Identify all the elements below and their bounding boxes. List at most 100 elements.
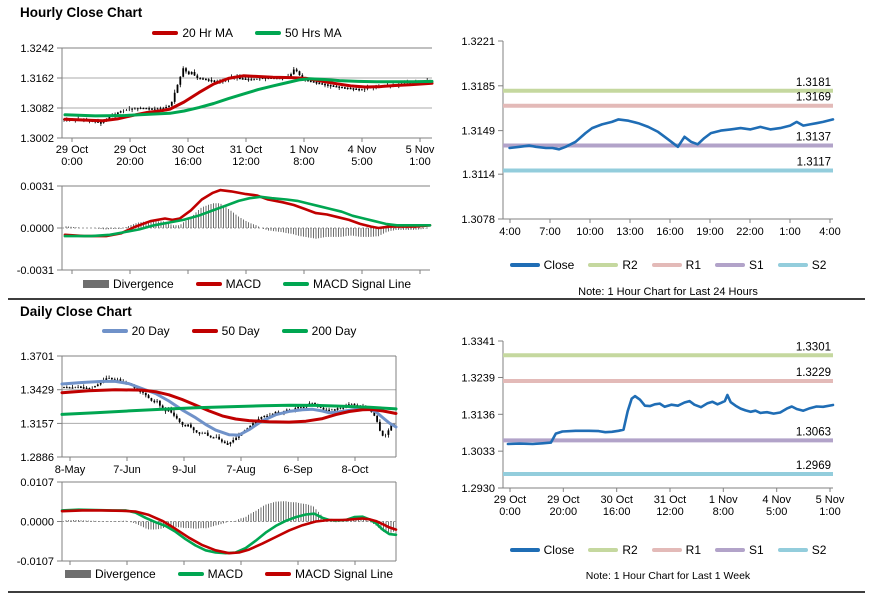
svg-text:1.3181: 1.3181: [796, 77, 831, 89]
svg-text:6-Sep: 6-Sep: [283, 464, 312, 476]
close-swatch: [509, 263, 540, 267]
svg-text:1.3341: 1.3341: [461, 336, 495, 348]
svg-text:1.3169: 1.3169: [796, 92, 831, 104]
svg-text:1.3137: 1.3137: [796, 132, 831, 144]
svg-text:5 Nov: 5 Nov: [816, 494, 845, 506]
legend-label: 50 Day: [221, 324, 260, 338]
svg-text:1.3242: 1.3242: [20, 43, 54, 55]
legend-item-macd-signal: MACD Signal Line: [265, 567, 393, 581]
legend-item-r1: R1: [651, 543, 701, 557]
daily-pivot-note: Note: 1 Hour Chart for Last 1 Week: [585, 570, 751, 582]
hourly-pivot-chart: 1.3221 1.3185 1.3149 1.3114 1.3078 4:00 7:00 10…: [461, 36, 840, 238]
svg-text:13:00: 13:00: [616, 226, 644, 238]
legend-label: S2: [811, 258, 827, 272]
svg-text:20:00: 20:00: [116, 156, 144, 168]
svg-text:1.3117: 1.3117: [797, 156, 831, 168]
legend-item-s2: S2: [777, 543, 826, 557]
svg-text:1.3229: 1.3229: [796, 367, 831, 379]
svg-text:1.2886: 1.2886: [20, 452, 54, 464]
legend-label: 50 Hrs MA: [285, 26, 342, 40]
daily-section-title: Daily Close Chart: [20, 304, 132, 319]
svg-text:1.2969: 1.2969: [796, 460, 831, 472]
svg-text:1 Nov: 1 Nov: [290, 144, 319, 156]
svg-text:8:00: 8:00: [713, 506, 734, 518]
divergence-swatch: [64, 570, 91, 578]
svg-text:29 Oct: 29 Oct: [56, 144, 88, 156]
svg-text:4:00: 4:00: [819, 226, 840, 238]
svg-text:0.0000: 0.0000: [20, 517, 54, 529]
20day-ma-swatch: [101, 329, 128, 333]
svg-text:1.3221: 1.3221: [461, 36, 495, 48]
svg-text:1.3063: 1.3063: [796, 426, 831, 438]
legend-label: MACD: [225, 277, 261, 291]
200day-ma-swatch: [281, 329, 308, 333]
svg-text:1.3157: 1.3157: [20, 418, 54, 430]
svg-text:1.3136: 1.3136: [461, 409, 495, 421]
svg-text:1.3429: 1.3429: [20, 385, 54, 397]
svg-text:1:00: 1:00: [409, 156, 430, 168]
hourly-macd-chart: 0.0031 0.0000 -0.0031: [17, 181, 432, 277]
legend-item-r2: R2: [588, 543, 638, 557]
svg-text:5:00: 5:00: [766, 506, 787, 518]
legend-item-close: Close: [509, 543, 574, 557]
legend-label: R1: [685, 258, 701, 272]
svg-text:22:00: 22:00: [736, 226, 764, 238]
legend-item-macd: MACD: [177, 567, 243, 581]
s1-swatch: [715, 548, 745, 552]
legend-label: R2: [622, 258, 638, 272]
svg-text:5 Nov: 5 Nov: [406, 144, 435, 156]
svg-text:29 Oct: 29 Oct: [547, 494, 579, 506]
legend-item-s1: S1: [715, 258, 764, 272]
legend-item-20day-ma: 20 Day: [101, 324, 170, 338]
legend-label: MACD Signal Line: [295, 567, 394, 581]
20hr-ma-swatch: [152, 31, 179, 35]
legend-item-r2: R2: [588, 258, 638, 272]
hourly-section-title: Hourly Close Chart: [20, 5, 143, 20]
svg-text:1.3114: 1.3114: [462, 169, 495, 181]
svg-text:12:00: 12:00: [232, 156, 260, 168]
svg-text:4:00: 4:00: [499, 226, 520, 238]
svg-text:1.3701: 1.3701: [20, 351, 54, 363]
hourly-price-legend: 20 Hr MA 50 Hrs MA: [62, 26, 432, 40]
50day-ma-swatch: [191, 329, 218, 333]
legend-item-50hr-ma: 50 Hrs MA: [255, 26, 342, 40]
svg-text:1.3149: 1.3149: [461, 126, 495, 138]
svg-text:0:00: 0:00: [61, 156, 82, 168]
svg-text:1.3033: 1.3033: [461, 446, 495, 458]
svg-text:10:00: 10:00: [576, 226, 604, 238]
legend-label: R1: [685, 543, 701, 557]
svg-text:0.0107: 0.0107: [20, 477, 54, 489]
svg-text:7-Jun: 7-Jun: [113, 464, 141, 476]
svg-text:0.0031: 0.0031: [20, 181, 54, 193]
svg-text:1 Nov: 1 Nov: [709, 494, 738, 506]
legend-label: Divergence: [94, 567, 156, 581]
svg-text:8:00: 8:00: [293, 156, 314, 168]
hourly-pivot-note: Note: 1 Hour Chart for Last 24 Hours: [578, 286, 758, 298]
macd-swatch: [177, 572, 204, 576]
s2-swatch: [777, 548, 808, 552]
s2-swatch: [777, 263, 808, 267]
legend-label: MACD: [207, 567, 243, 581]
svg-text:31 Oct: 31 Oct: [654, 494, 686, 506]
svg-text:16:00: 16:00: [603, 506, 631, 518]
svg-text:31 Oct: 31 Oct: [230, 144, 262, 156]
macd-swatch: [195, 282, 222, 286]
daily-macd-chart: 0.0107 0.0000 -0.0107: [17, 477, 398, 568]
svg-text:16:00: 16:00: [656, 226, 684, 238]
daily-price-legend: 20 Day 50 Day 200 Day: [62, 324, 396, 338]
legend-item-r1: R1: [651, 258, 701, 272]
legend-item-s1: S1: [715, 543, 764, 557]
r2-swatch: [588, 548, 619, 552]
legend-item-divergence: Divergence: [64, 567, 156, 581]
svg-text:-0.0031: -0.0031: [17, 265, 54, 277]
r2-swatch: [588, 263, 619, 267]
svg-text:7:00: 7:00: [539, 226, 560, 238]
legend-label: MACD Signal Line: [313, 277, 412, 291]
legend-label: 20 Day: [131, 324, 170, 338]
svg-text:-0.0107: -0.0107: [17, 556, 54, 568]
50hr-ma-swatch: [255, 31, 281, 35]
legend-item-macd-signal: MACD Signal Line: [283, 277, 411, 291]
